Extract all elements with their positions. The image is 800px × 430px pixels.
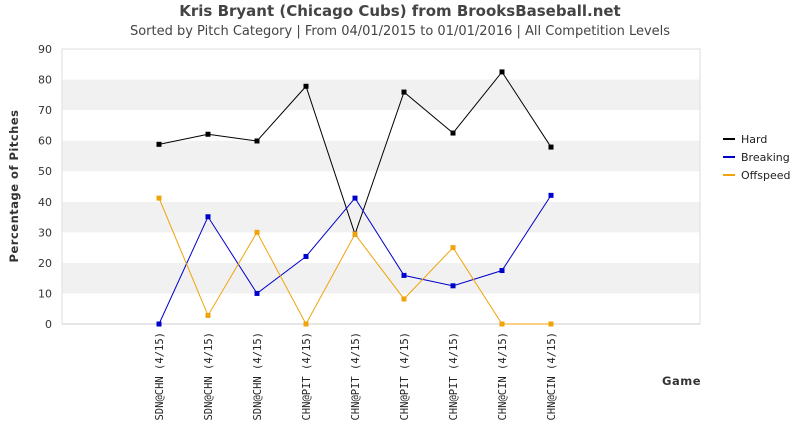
grid-band [62,110,700,141]
data-point-offspeed [352,231,358,237]
y-axis-ticks: 0 10 20 30 40 50 60 70 80 90 [38,43,52,331]
y-tick-label: 50 [38,165,52,178]
x-tick-label: CHN@CIN (4/15) [546,332,558,421]
grid-band [62,49,700,80]
y-tick-label: 20 [38,257,52,270]
data-point-hard [303,83,309,89]
x-tick-label: CHN@PIT (4/15) [350,332,362,421]
y-tick-label: 80 [38,74,52,87]
x-axis-ticks: SDN@CHN (4/15) SDN@CHN (4/15) SDN@CHN (4/1… [154,332,558,421]
data-point-breaking [548,192,554,198]
data-point-offspeed [303,321,309,327]
data-point-breaking [352,195,358,201]
y-tick-label: 0 [45,318,52,331]
data-point-hard [548,144,554,150]
data-point-offspeed [401,296,407,302]
data-point-breaking [499,268,505,274]
grid-band [62,79,700,111]
x-tick-label: SDN@CHN (4/15) [154,332,166,421]
data-point-breaking [401,272,407,278]
data-point-hard [254,138,260,144]
chart-title: Kris Bryant (Chicago Cubs) from BrooksBa… [179,2,621,20]
legend-label-breaking: Breaking [741,151,790,164]
x-tick-label: SDN@CHN (4/15) [203,332,215,421]
x-axis-label: Game [662,374,701,388]
data-point-hard [156,141,162,147]
y-tick-label: 60 [38,135,52,148]
data-point-offspeed [156,195,162,201]
grid-band [62,171,700,202]
y-tick-label: 70 [38,104,52,117]
y-tick-label: 40 [38,196,52,209]
grid-band [62,262,700,294]
data-point-offspeed [254,229,260,235]
y-axis-label: Percentage of Pitches [7,110,21,263]
legend-label-offspeed: Offspeed [741,169,790,182]
x-tick-label: SDN@CHN (4/15) [252,332,264,421]
chart-subtitle: Sorted by Pitch Category | From 04/01/20… [129,24,671,39]
x-tick-label: CHN@CIN (4/15) [497,332,509,421]
data-point-breaking [254,290,260,296]
x-tick-label: CHN@PIT (4/15) [301,332,313,421]
grid-band [62,232,700,263]
data-point-hard [450,130,456,136]
data-point-offspeed [499,321,505,327]
grid-band [62,201,700,233]
y-tick-label: 90 [38,43,52,56]
x-tick-label: CHN@PIT (4/15) [399,332,411,421]
data-point-breaking [156,321,162,327]
data-point-offspeed [548,321,554,327]
data-point-hard [499,69,505,75]
grid-band [62,140,700,172]
series-points [156,69,554,327]
legend-label-hard: Hard [741,133,767,146]
data-point-offspeed [450,245,456,251]
legend: Hard Breaking Offspeed [723,133,790,182]
data-point-breaking [205,214,211,220]
grid-bands [61,48,701,325]
data-point-breaking [303,253,309,259]
y-tick-label: 10 [38,287,52,300]
x-tick-label: CHN@PIT (4/15) [448,332,460,421]
grid-band [62,293,700,324]
data-point-hard [205,131,211,137]
data-point-hard [401,89,407,95]
data-point-breaking [450,283,456,289]
data-point-offspeed [205,312,211,318]
y-tick-label: 30 [38,226,52,239]
